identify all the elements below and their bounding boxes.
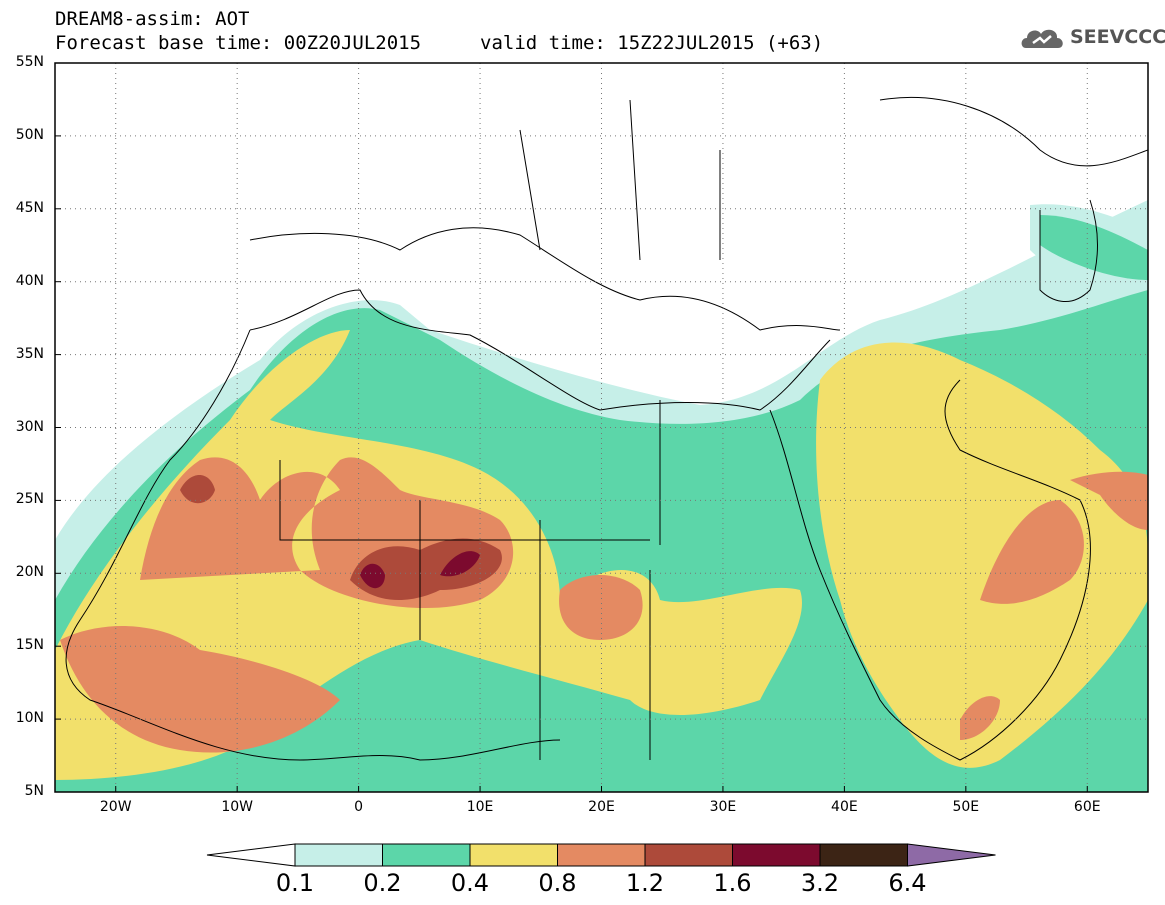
cloud-icon <box>1021 29 1063 48</box>
band-0-8-oman <box>980 500 1084 604</box>
lon-label: 10E <box>466 799 494 815</box>
colorbar-label: 6.4 <box>888 869 927 897</box>
lon-label: 10W <box>221 799 253 815</box>
map-title: DREAM8-assim: AOT <box>55 8 250 30</box>
lon-label: 40E <box>831 799 858 815</box>
colorbar <box>206 843 996 867</box>
lat-label: 10N <box>15 710 44 727</box>
lon-label: 0 <box>354 799 364 815</box>
lat-label: 40N <box>15 272 44 289</box>
colorbar-swatch <box>382 843 471 867</box>
lat-label: 35N <box>15 345 44 362</box>
lat-label: 45N <box>15 199 44 216</box>
colorbar-label: 0.4 <box>450 869 490 897</box>
band-0-8-iran <box>1070 471 1148 530</box>
colorbar-swatch <box>469 843 558 867</box>
lon-label: 50E <box>952 799 980 815</box>
west-africa-coast <box>65 329 561 761</box>
lat-label: 55N <box>15 54 44 70</box>
colorbar-label: 3.2 <box>800 869 840 897</box>
logo-text: SEEVCCC <box>1070 26 1165 48</box>
north-africa-coast <box>249 289 831 411</box>
lat-label: 5N <box>24 783 44 799</box>
arabia-coast <box>769 379 1091 761</box>
colorbar-swatch <box>732 843 821 867</box>
colorbar-swatch <box>557 843 646 867</box>
band-0-8-chad <box>559 575 643 640</box>
caspian-band-2 <box>1040 215 1148 280</box>
colorbar-label: 0.1 <box>275 869 315 897</box>
seevccc-logo: SEEVCCC <box>1018 22 1165 56</box>
colorbar-under-arrow <box>206 843 296 867</box>
lat-label: 20N <box>15 564 44 581</box>
lon-label: 20E <box>588 799 615 815</box>
colorbar-label: 1.6 <box>713 869 752 897</box>
valid-time: valid time: 15Z22JUL2015 (+63) <box>480 32 824 54</box>
lon-label: 20W <box>99 799 132 815</box>
colorbar-label: 0.2 <box>363 869 402 897</box>
russia-coast <box>879 97 1148 167</box>
band-0-8-somalia <box>960 696 1000 740</box>
band-1-2-morocco <box>180 475 215 504</box>
colorbar-label: 0.8 <box>538 869 577 897</box>
europe-coast <box>249 227 841 331</box>
caspian-coast <box>1039 199 1098 303</box>
band-0-4-east <box>816 342 1148 768</box>
lat-label: 50N <box>15 126 44 143</box>
band-1-6-a <box>360 563 385 589</box>
lon-label: 60E <box>1073 799 1101 815</box>
lat-label: 25N <box>15 491 44 508</box>
colorbar-over-arrow <box>907 843 996 867</box>
lat-label: 30N <box>15 418 44 435</box>
lon-label: 30E <box>709 799 737 815</box>
borders <box>279 99 721 760</box>
colorbar-swatch <box>819 843 908 867</box>
colorbar-swatch <box>644 843 733 867</box>
forecast-base-time: Forecast base time: 00Z20JUL2015 <box>55 32 422 54</box>
lat-label: 15N <box>15 637 44 654</box>
coastlines <box>65 97 1148 761</box>
colorbar-swatch <box>294 843 383 867</box>
colorbar-label: 1.2 <box>625 869 665 897</box>
band-1-6-b <box>440 551 480 577</box>
axis-ticks <box>55 62 1088 793</box>
band-0-8-westafrica <box>60 626 340 753</box>
aot-field <box>55 200 1148 792</box>
